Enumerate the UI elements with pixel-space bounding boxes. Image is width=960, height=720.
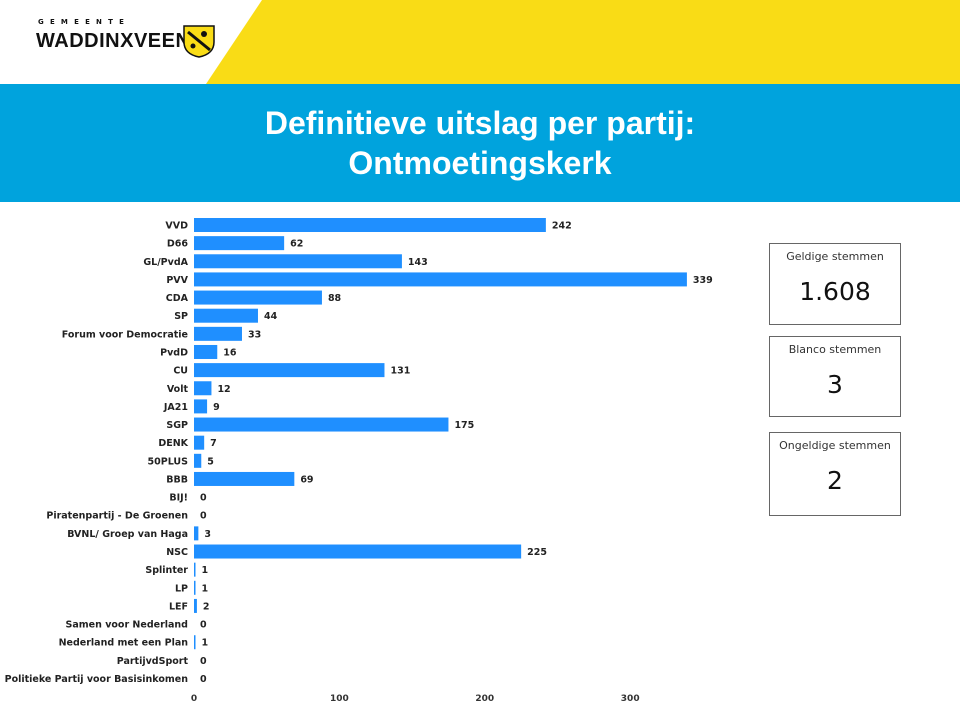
data-label: 16 [223,347,237,358]
kpi-label: Geldige stemmen [786,250,884,263]
logo-municipality-label: GEMEENTE [38,18,131,26]
category-label: VVD [165,221,188,232]
header-yellow-band [206,0,960,84]
page-subtitle: Ontmoetingskerk [348,145,612,181]
category-label: Politieke Partij voor Basisinkomen [5,674,189,685]
bar [194,562,196,577]
logo-name: WADDINXVEEN [36,30,191,52]
category-label: SGP [166,420,188,431]
bar [194,526,199,541]
data-label: 1 [202,565,209,576]
data-label: 69 [300,474,313,485]
data-label: 88 [328,293,342,304]
kpi-value: 3 [827,370,843,399]
category-label: PartijvdSport [117,656,189,667]
data-label: 3 [204,529,211,540]
bar [194,417,449,432]
data-label: 44 [264,311,278,322]
category-label: GL/PvdA [143,257,188,268]
bar [194,453,202,468]
category-label: NSC [166,547,188,558]
data-label: 0 [200,493,207,504]
x-tick-label: 100 [330,694,349,704]
data-label: 7 [210,438,217,449]
data-label: 0 [200,511,207,522]
bar [194,381,212,396]
data-label: 0 [200,656,207,667]
x-tick-label: 0 [191,694,197,704]
category-label: BBB [166,474,188,485]
bar [194,254,402,269]
category-label: CU [173,366,188,377]
category-label: PVV [166,275,188,286]
category-label: DENK [158,438,188,449]
header: GEMEENTE WADDINXVEEN [0,0,960,84]
bar [194,580,196,595]
category-label: Nederland met een Plan [59,638,189,649]
bar [194,326,242,341]
kpi-label: Ongeldige stemmen [779,439,891,452]
category-label: PvdD [160,347,188,358]
data-label: 242 [552,221,572,232]
category-label: BIJ! [169,493,188,504]
kpi-card-invalid-votes: Ongeldige stemmen 2 [769,432,901,516]
data-label: 131 [390,366,410,377]
kpi-card-valid-votes: Geldige stemmen 1.608 [769,243,901,325]
data-label: 2 [203,601,210,612]
category-label: Splinter [145,565,188,576]
category-label: Piratenpartij - De Groenen [46,511,188,522]
bar [194,635,196,650]
bar [194,399,208,414]
category-label: Volt [167,384,189,395]
bar [194,218,546,232]
bar [194,272,687,287]
municipality-logo: GEMEENTE WADDINXVEEN [36,18,226,68]
data-label: 0 [200,620,207,631]
category-label: SP [174,311,188,322]
category-label: CDA [166,293,189,304]
category-label: 50PLUS [148,456,189,467]
x-tick-label: 300 [621,694,640,704]
category-label: JA21 [163,402,188,413]
kpi-value: 1.608 [799,277,871,306]
kpi-value: 2 [827,466,843,495]
bar [194,308,258,323]
kpi-label: Blanco stemmen [788,343,882,356]
data-label: 5 [207,456,214,467]
coat-of-arms-icon [183,25,215,58]
category-label: LEF [169,601,188,612]
bar [194,236,285,251]
bar [194,363,385,378]
data-label: 62 [290,239,303,250]
data-label: 12 [217,384,230,395]
bar [194,344,218,359]
data-label: 0 [200,674,207,685]
data-label: 1 [202,638,209,649]
category-label: D66 [167,239,188,250]
data-label: 339 [693,275,713,286]
data-label: 225 [527,547,547,558]
bar [194,471,295,486]
x-tick-label: 200 [475,694,494,704]
data-label: 1 [202,583,209,594]
title-band: Definitieve uitslag per partij: Ontmoeti… [0,84,960,202]
bar [194,544,522,559]
category-label: LP [175,583,188,594]
category-label: Samen voor Nederland [66,620,188,631]
kpi-card-blank-votes: Blanco stemmen 3 [769,336,901,417]
category-label: BVNL/ Groep van Haga [67,529,188,540]
data-label: 175 [454,420,474,431]
bar [194,435,205,450]
bar [194,290,322,305]
bar [194,598,197,613]
category-label: Forum voor Democratie [62,329,188,340]
data-label: 143 [408,257,428,268]
data-label: 33 [248,329,261,340]
page-title: Definitieve uitslag per partij: [264,105,696,141]
data-label: 9 [213,402,220,413]
